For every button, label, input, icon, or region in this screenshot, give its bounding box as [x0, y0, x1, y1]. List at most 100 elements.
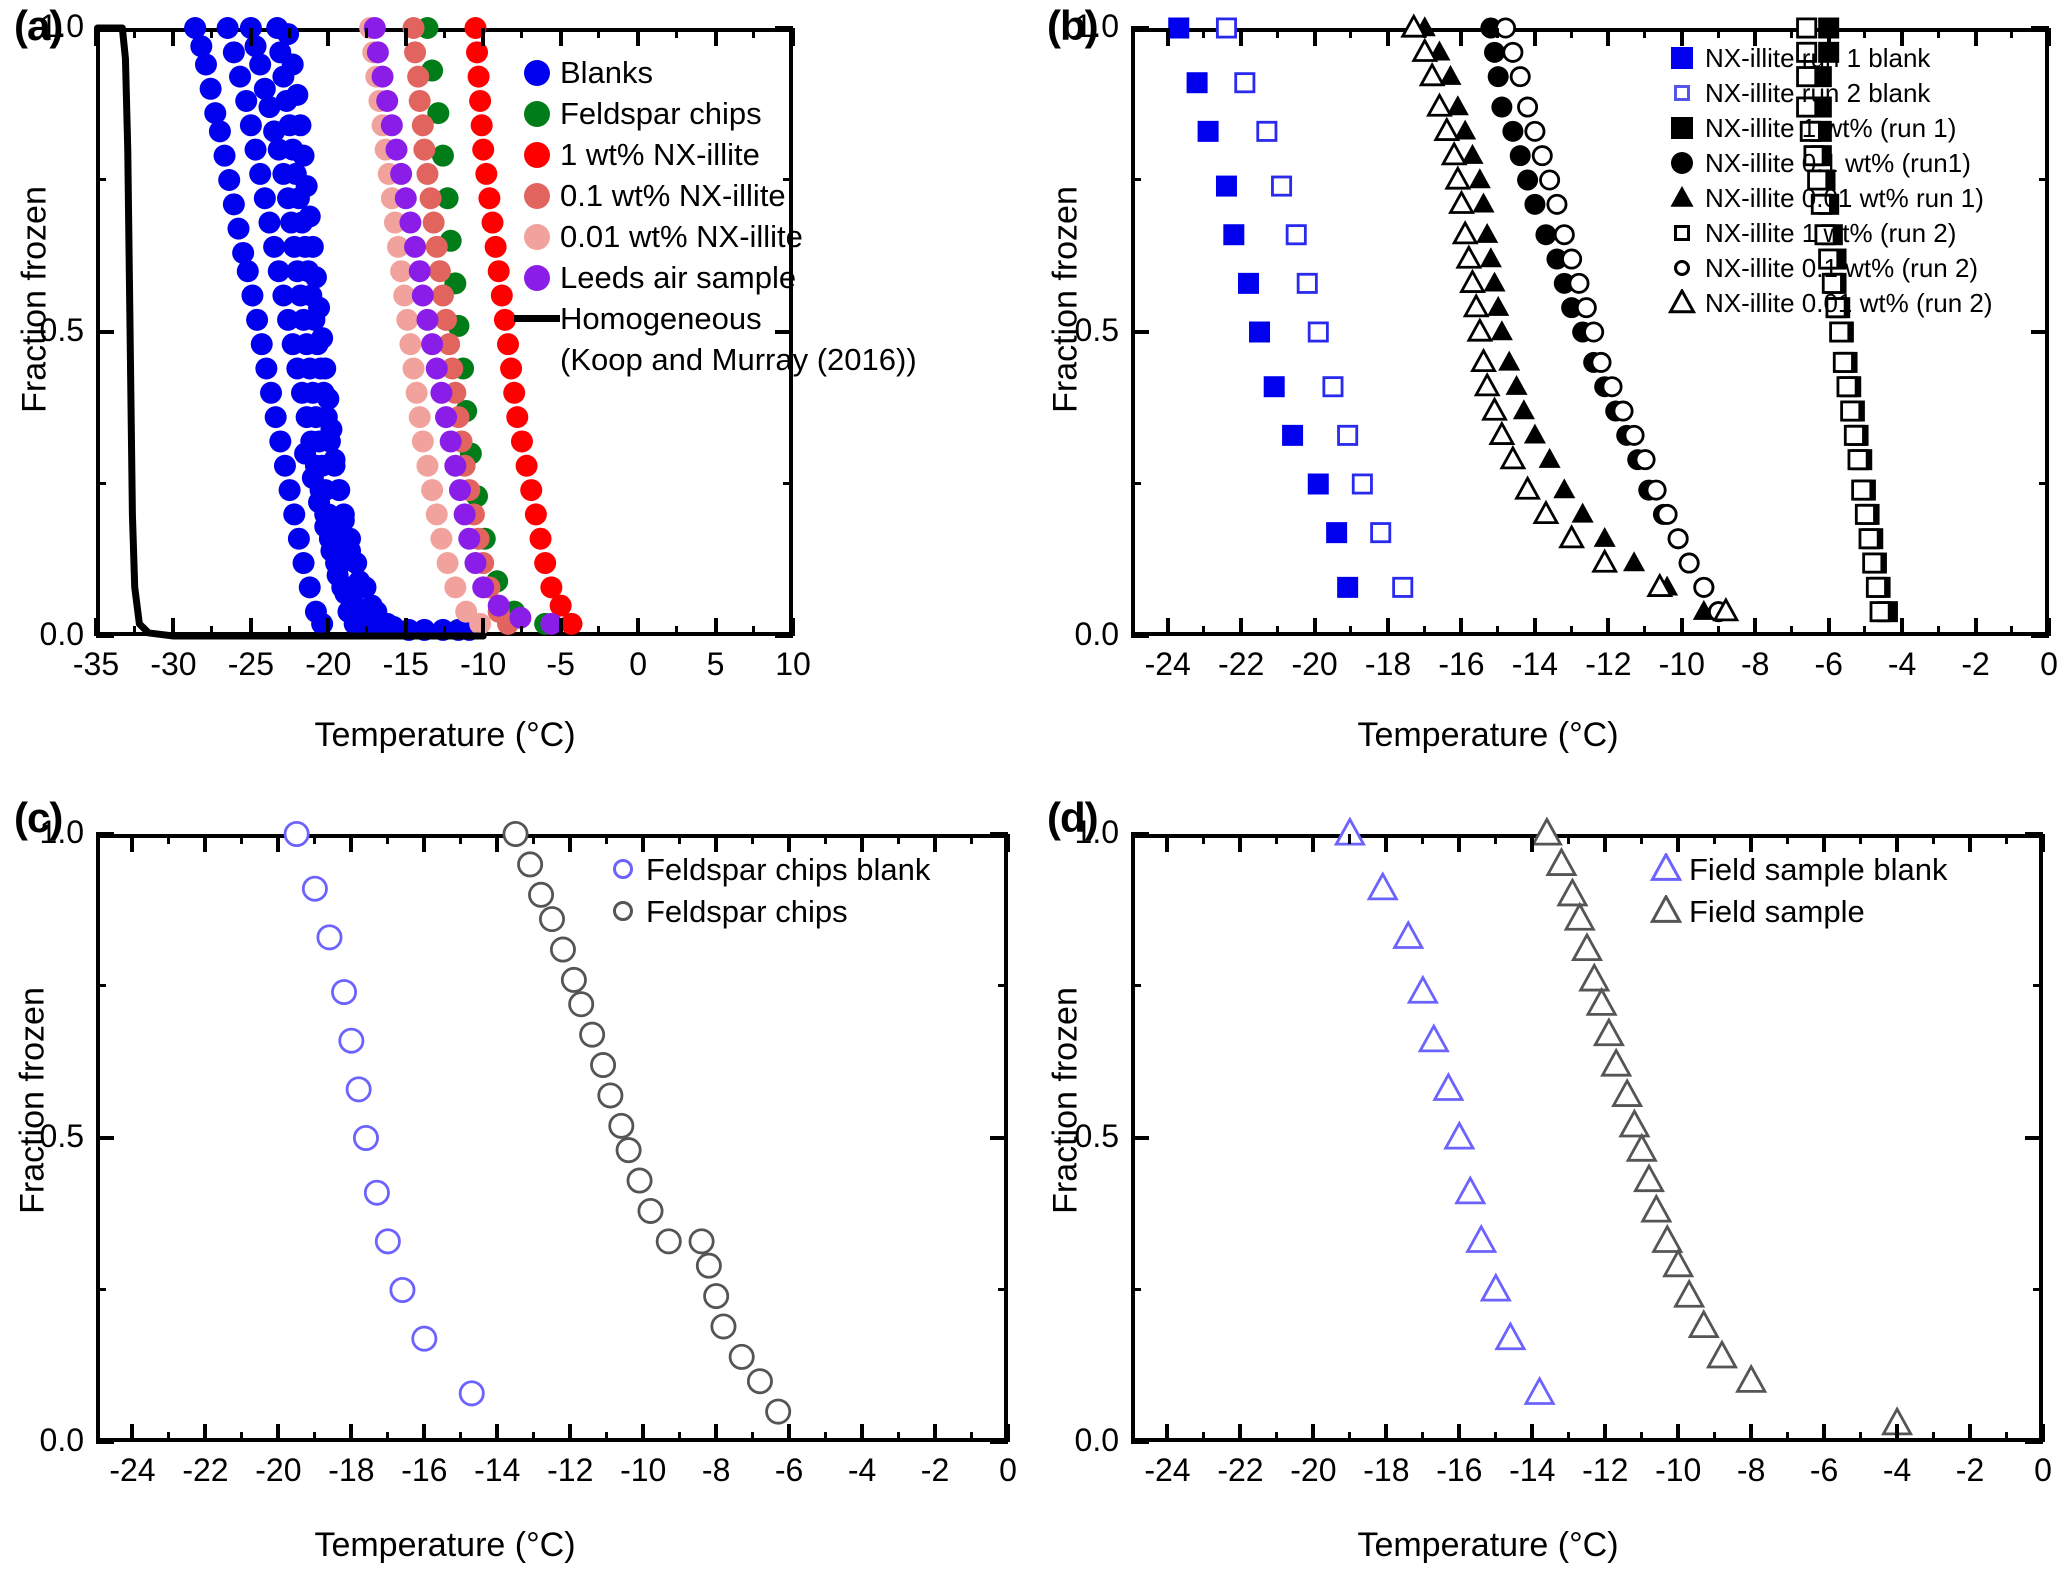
legend-circle-icon — [514, 264, 560, 291]
y-tick — [1131, 26, 1149, 30]
x-tick — [933, 1424, 938, 1442]
legend-square-icon — [1659, 46, 1705, 69]
x-minor-tick-top — [166, 834, 170, 844]
x-minor-tick — [1569, 626, 1573, 636]
x-tick-label: -12 — [547, 1452, 594, 1488]
x-minor-tick — [385, 1432, 389, 1442]
x-tick-label: -15 — [382, 646, 429, 682]
x-tick-label: -18 — [328, 1452, 375, 1488]
x-tick — [1312, 618, 1317, 636]
legend-item[interactable]: Field sample — [1643, 890, 1947, 932]
x-minor-tick — [166, 1432, 170, 1442]
legend-circle-icon — [1659, 259, 1705, 276]
x-tick — [1603, 1424, 1608, 1442]
legend-item[interactable]: NX-illite run 1 blank — [1659, 40, 1993, 75]
x-tick — [1826, 618, 1831, 636]
panel-d-tag: (d) — [1047, 794, 1099, 841]
y-minor-tick-right — [783, 178, 793, 181]
x-tick-label: -22 — [182, 1452, 229, 1488]
legend-item-label: NX-illite 0.01 wt% run 1) — [1705, 182, 1984, 213]
x-tick-label: -16 — [1438, 646, 1485, 682]
y-tick-right — [2031, 26, 2049, 30]
legend-item[interactable]: (Koop and Murray (2016)) — [514, 339, 917, 380]
legend-item[interactable]: NX-illite run 2 blank — [1659, 75, 1993, 110]
x-tick-top — [2047, 28, 2051, 46]
x-minor-tick — [1936, 626, 1940, 636]
panel-a-legend: Blanks Feldspar chips 1 wt% NX-illite 0.1 w… — [514, 52, 917, 380]
x-minor-tick-top — [1566, 834, 1570, 844]
x-minor-tick — [1639, 1432, 1643, 1442]
legend-item[interactable]: Feldspar chips — [514, 93, 917, 134]
x-minor-tick — [1712, 1432, 1716, 1442]
x-tick-label: -18 — [1364, 646, 1412, 682]
x-tick — [1238, 1424, 1243, 1442]
legend-item[interactable]: Blanks — [514, 52, 917, 93]
x-minor-tick — [1274, 1432, 1278, 1442]
x-minor-tick-top — [1493, 834, 1497, 844]
x-tick-label: -6 — [1809, 1452, 1839, 1488]
legend-item[interactable]: 0.01 wt% NX-illite — [514, 216, 917, 257]
y-minor-tick — [96, 1288, 106, 1291]
x-minor-tick-top — [604, 834, 608, 844]
x-minor-tick-top — [1936, 28, 1940, 38]
x-minor-tick — [442, 626, 446, 636]
x-tick-label: -24 — [1144, 1452, 1191, 1488]
x-minor-tick — [1349, 626, 1353, 636]
x-tick-top — [641, 834, 646, 852]
y-tick — [96, 634, 114, 638]
x-tick-label: -8 — [1736, 1452, 1766, 1488]
x-tick — [1679, 618, 1684, 636]
y-minor-tick-right — [2039, 482, 2049, 485]
legend-item[interactable]: NX-illite 1 wt% (run 1) — [1659, 110, 1993, 145]
x-minor-tick — [1202, 626, 1206, 636]
x-tick — [1822, 1424, 1827, 1442]
x-tick-top — [636, 28, 641, 46]
legend-circle-icon — [600, 901, 646, 921]
legend-item-label: NX-illite run 2 blank — [1705, 77, 1931, 108]
legend-item[interactable]: 0.1 wt% NX-illite — [514, 175, 917, 216]
x-tick-label: -10 — [620, 1452, 667, 1488]
x-minor-tick — [458, 1432, 462, 1442]
x-tick-top — [713, 28, 718, 46]
x-tick — [1006, 1424, 1010, 1442]
legend-triangle-icon — [1659, 288, 1705, 317]
x-minor-tick-top — [2004, 834, 2008, 844]
legend-item[interactable]: Leeds air sample — [514, 257, 917, 298]
x-tick — [403, 618, 408, 636]
x-tick-top — [1749, 834, 1754, 852]
y-tick-label: 0.0 — [1074, 616, 1119, 652]
legend-item[interactable]: Feldspar chips — [600, 890, 930, 932]
y-tick — [1131, 634, 1149, 638]
x-tick-label: -12 — [1582, 1452, 1629, 1488]
x-tick — [1239, 618, 1244, 636]
x-minor-tick — [969, 1432, 973, 1442]
x-tick — [558, 618, 563, 636]
legend-item[interactable]: NX-illite 0.01 wt% run 1) — [1659, 180, 1993, 215]
panel-b-tag: (b) — [1047, 2, 1099, 49]
legend-item[interactable]: NX-illite 0.1 wt% (run 2) — [1659, 250, 1993, 285]
x-minor-tick — [750, 1432, 754, 1442]
legend-item[interactable]: Field sample blank — [1643, 848, 1947, 890]
x-tick-top — [787, 834, 792, 852]
legend-item[interactable]: NX-illite 0.1 wt% (run1) — [1659, 145, 1993, 180]
x-tick-top — [203, 834, 208, 852]
x-tick-label: -22 — [1217, 1452, 1264, 1488]
x-tick-top — [1822, 834, 1827, 852]
x-minor-tick-top — [1420, 834, 1424, 844]
legend-item[interactable]: 1 wt% NX-illite — [514, 134, 917, 175]
legend-item[interactable]: NX-illite 1 wt% (run 2) — [1659, 215, 1993, 250]
legend-item[interactable]: NX-illite 0.01 wt% (run 2) — [1659, 285, 1993, 320]
x-tick — [1532, 618, 1537, 636]
y-tick-label: 0.5 — [1074, 1118, 1119, 1154]
legend-item-label: Feldspar chips — [646, 893, 848, 929]
x-minor-tick-top — [287, 28, 291, 38]
panel-b-legend: NX-illite run 1 blank NX-illite run 2 bla… — [1659, 40, 1993, 320]
x-minor-tick — [1566, 1432, 1570, 1442]
x-minor-tick-top — [365, 28, 369, 38]
legend-item[interactable]: Feldspar chips blank — [600, 848, 930, 890]
x-tick-label: -16 — [401, 1452, 448, 1488]
panel-c-tag: (c) — [14, 794, 63, 841]
x-tick-top — [1312, 28, 1317, 46]
legend-item[interactable]: Homogeneous — [514, 298, 917, 339]
x-tick-top — [1006, 834, 1010, 852]
